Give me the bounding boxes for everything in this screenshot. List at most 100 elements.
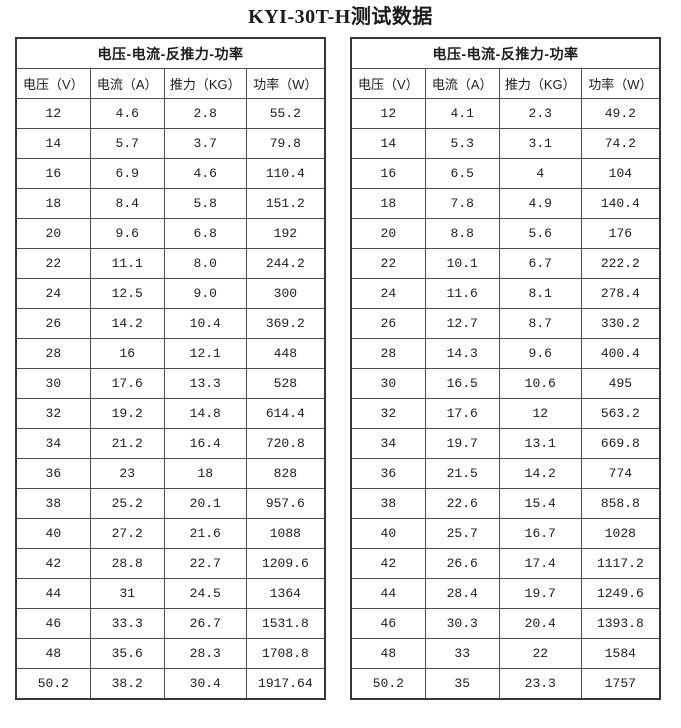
table-cell: 22.7 <box>163 548 247 579</box>
table-cell: 24 <box>350 278 426 309</box>
table-row: 50.2 38.2 30.4 1917.64 <box>15 668 326 700</box>
table-cell: 9.6 <box>498 338 582 369</box>
table-cell: 3.7 <box>163 128 247 159</box>
table-cell: 16 <box>350 158 426 189</box>
table-cell: 14 <box>350 128 426 159</box>
table-group-header: 电压-电流-反推力-功率 <box>15 37 326 69</box>
table-cell: 30 <box>350 368 426 399</box>
table-cell: 19.2 <box>89 398 165 429</box>
table-cell: 28.8 <box>89 548 165 579</box>
table-cell: 55.2 <box>245 98 326 129</box>
table-cell: 13.1 <box>498 428 582 459</box>
table-row: 32 19.2 14.8 614.4 <box>15 398 326 429</box>
table-cell: 48 <box>15 638 91 669</box>
table-cell: 46 <box>350 608 426 639</box>
table-cell: 12 <box>350 98 426 129</box>
table-cell: 50.2 <box>350 668 426 700</box>
table-row: 42 28.8 22.7 1209.6 <box>15 548 326 579</box>
table-cell: 28.4 <box>424 578 500 609</box>
table-cell: 4.6 <box>163 158 247 189</box>
table-row: 16 6.5 4 104 <box>350 158 661 189</box>
table-row: 14 5.7 3.7 79.8 <box>15 128 326 159</box>
tables-container: 电压-电流-反推力-功率 电压（V） 电流（A） 推力（KG） 功率（W） 12 4.6 2.… <box>0 37 681 700</box>
table-cell: 300 <box>245 278 326 309</box>
table-cell: 16.7 <box>498 518 582 549</box>
table-cell: 26.7 <box>163 608 247 639</box>
table-cell: 5.6 <box>498 218 582 249</box>
column-header: 功率（W） <box>245 68 326 99</box>
table-cell: 11.1 <box>89 248 165 279</box>
table-cell: 528 <box>245 368 326 399</box>
table-cell: 22 <box>498 638 582 669</box>
table-row: 24 11.6 8.1 278.4 <box>350 278 661 309</box>
table-row: 44 28.4 19.7 1249.6 <box>350 578 661 609</box>
table-row: 36 23 18 828 <box>15 458 326 489</box>
table-cell: 9.6 <box>89 218 165 249</box>
table-row: 26 12.7 8.7 330.2 <box>350 308 661 339</box>
table-cell: 25.2 <box>89 488 165 519</box>
table-cell: 24 <box>15 278 91 309</box>
table-cell: 26 <box>350 308 426 339</box>
table-row: 24 12.5 9.0 300 <box>15 278 326 309</box>
table-cell: 30.3 <box>424 608 500 639</box>
table-cell: 34 <box>350 428 426 459</box>
table-cell: 42 <box>15 548 91 579</box>
table-row: 34 21.2 16.4 720.8 <box>15 428 326 459</box>
table-cell: 16.5 <box>424 368 500 399</box>
table-row: 22 10.1 6.7 222.2 <box>350 248 661 279</box>
table-row: 36 21.5 14.2 774 <box>350 458 661 489</box>
table-cell: 222.2 <box>580 248 661 279</box>
column-header: 电流（A） <box>424 68 500 99</box>
table-cell: 16.4 <box>163 428 247 459</box>
table-cell: 46 <box>15 608 91 639</box>
table-cell: 9.0 <box>163 278 247 309</box>
table-cell: 176 <box>580 218 661 249</box>
table-cell: 6.8 <box>163 218 247 249</box>
table-cell: 2.3 <box>498 98 582 129</box>
column-header: 电流（A） <box>89 68 165 99</box>
table-row: 20 8.8 5.6 176 <box>350 218 661 249</box>
table-row: 14 5.3 3.1 74.2 <box>350 128 661 159</box>
test-data-table-right: 电压-电流-反推力-功率 电压（V） 电流（A） 推力（KG） 功率（W） 12 4.1 2.… <box>350 37 661 700</box>
table-row: 38 22.6 15.4 858.8 <box>350 488 661 519</box>
table-cell: 28 <box>350 338 426 369</box>
table-cell: 30 <box>15 368 91 399</box>
table-cell: 21.5 <box>424 458 500 489</box>
table-cell: 50.2 <box>15 668 91 700</box>
table-cell: 31 <box>89 578 165 609</box>
table-cell: 1531.8 <box>245 608 326 639</box>
table-row: 30 16.5 10.6 495 <box>350 368 661 399</box>
table-cell: 151.2 <box>245 188 326 219</box>
group-header-row: 电压-电流-反推力-功率 <box>350 37 661 69</box>
table-cell: 35.6 <box>89 638 165 669</box>
table-cell: 42 <box>350 548 426 579</box>
table-cell: 8.7 <box>498 308 582 339</box>
table-cell: 957.6 <box>245 488 326 519</box>
table-cell: 17.4 <box>498 548 582 579</box>
table-cell: 48 <box>350 638 426 669</box>
table-cell: 614.4 <box>245 398 326 429</box>
table-row: 40 25.7 16.7 1028 <box>350 518 661 549</box>
table-cell: 4.6 <box>89 98 165 129</box>
table-cell: 4 <box>498 158 582 189</box>
table-cell: 19.7 <box>424 428 500 459</box>
table-row: 48 35.6 28.3 1708.8 <box>15 638 326 669</box>
column-header: 电压（V） <box>15 68 91 99</box>
table-cell: 10.6 <box>498 368 582 399</box>
table-cell: 8.0 <box>163 248 247 279</box>
table-cell: 720.8 <box>245 428 326 459</box>
table-cell: 1708.8 <box>245 638 326 669</box>
table-cell: 14.2 <box>498 458 582 489</box>
table-cell: 23.3 <box>498 668 582 700</box>
table-cell: 36 <box>350 458 426 489</box>
table-row: 28 14.3 9.6 400.4 <box>350 338 661 369</box>
table-cell: 28.3 <box>163 638 247 669</box>
test-data-table-left: 电压-电流-反推力-功率 电压（V） 电流（A） 推力（KG） 功率（W） 12 4.6 2.… <box>15 37 326 700</box>
table-cell: 33 <box>424 638 500 669</box>
table-cell: 12 <box>498 398 582 429</box>
table-row: 28 16 12.1 448 <box>15 338 326 369</box>
table-row: 46 33.3 26.7 1531.8 <box>15 608 326 639</box>
table-cell: 14.8 <box>163 398 247 429</box>
table-cell: 22 <box>350 248 426 279</box>
table-cell: 1088 <box>245 518 326 549</box>
